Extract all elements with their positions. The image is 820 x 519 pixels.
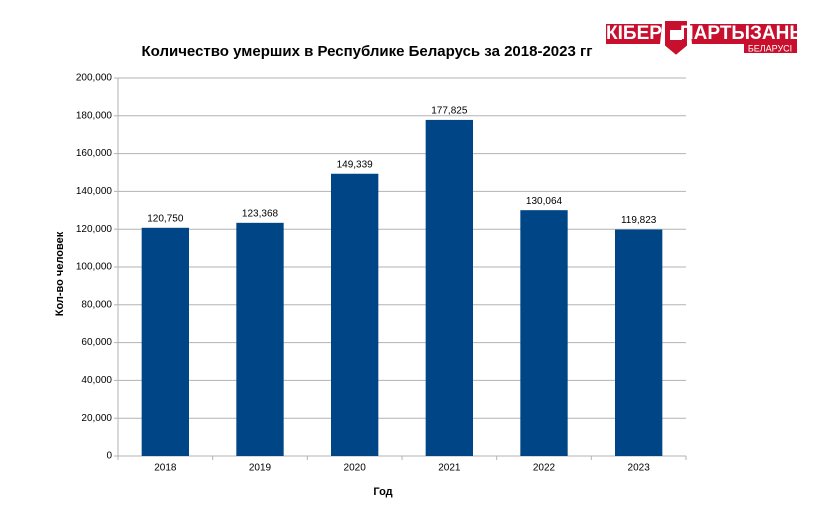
y-tick-label: 60,000: [81, 337, 112, 348]
y-tick-label: 140,000: [76, 186, 113, 197]
y-tick-label: 20,000: [81, 413, 112, 424]
bar: [236, 222, 284, 456]
y-tick-label: 200,000: [76, 73, 113, 84]
logo-left: КІБЕР: [606, 23, 662, 44]
bar: [141, 227, 189, 456]
logo-sub: БЕЛАРУСІ: [748, 43, 792, 53]
y-tick-label: 100,000: [76, 262, 113, 273]
logo-emblem: [670, 30, 682, 40]
logo-right-band: [690, 24, 797, 44]
data-label: 120,750: [147, 213, 184, 224]
data-label: 149,339: [337, 159, 374, 170]
data-label: 119,823: [621, 215, 657, 226]
bar: [425, 119, 473, 456]
y-axis-title: Кол-во человек: [54, 231, 66, 316]
y-tick-label: 160,000: [76, 148, 113, 159]
data-label: 177,825: [431, 106, 468, 117]
y-tick-label: 0: [106, 451, 112, 462]
data-label: 130,064: [526, 196, 563, 207]
y-tick-label: 180,000: [76, 110, 113, 121]
y-tick-label: 40,000: [81, 375, 112, 386]
bar: [520, 210, 568, 456]
x-tick-label: 2020: [344, 463, 367, 474]
y-tick-label: 120,000: [76, 224, 113, 235]
x-tick-label: 2019: [249, 463, 272, 474]
x-tick-label: 2018: [154, 463, 177, 474]
x-tick-label: 2021: [438, 463, 461, 474]
x-axis-title: Год: [373, 486, 392, 498]
bar: [615, 229, 663, 456]
data-label: 123,368: [242, 208, 279, 219]
bar: [331, 173, 379, 457]
chart-title: Количество умерших в Республике Беларусь…: [142, 43, 593, 60]
logo: КІБЕР ПАРТЫЗАНЫ БЕЛАРУСІ: [606, 19, 808, 58]
x-tick-label: 2022: [533, 463, 556, 474]
logo-left-band: [606, 24, 662, 44]
logo-sub-band: [744, 44, 797, 53]
logo-right: ПАРТЫЗАНЫ: [680, 23, 808, 44]
y-tick-label: 80,000: [81, 299, 112, 310]
x-tick-label: 2023: [628, 463, 651, 474]
